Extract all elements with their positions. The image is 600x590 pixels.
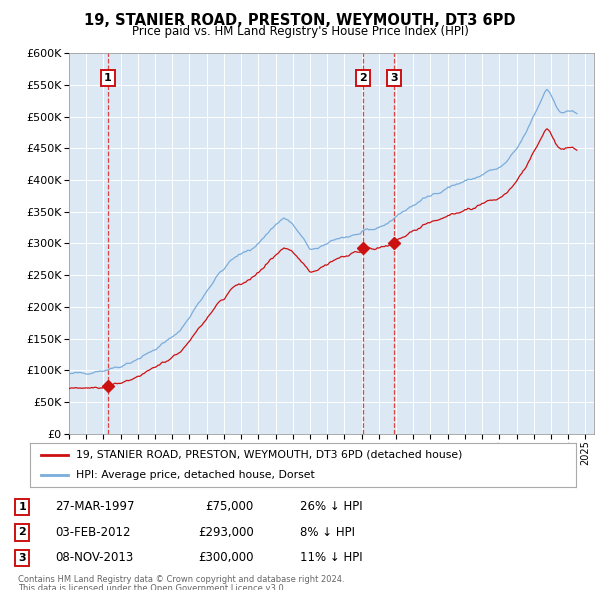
Text: 1: 1 <box>19 502 26 512</box>
Text: 8% ↓ HPI: 8% ↓ HPI <box>300 526 355 539</box>
Text: Contains HM Land Registry data © Crown copyright and database right 2024.: Contains HM Land Registry data © Crown c… <box>18 575 344 584</box>
Text: HPI: Average price, detached house, Dorset: HPI: Average price, detached house, Dors… <box>76 470 315 480</box>
Text: 19, STANIER ROAD, PRESTON, WEYMOUTH, DT3 6PD (detached house): 19, STANIER ROAD, PRESTON, WEYMOUTH, DT3… <box>76 450 463 460</box>
Text: 2: 2 <box>19 527 26 537</box>
Text: 1: 1 <box>104 73 112 83</box>
Text: £75,000: £75,000 <box>206 500 254 513</box>
Text: 19, STANIER ROAD, PRESTON, WEYMOUTH, DT3 6PD: 19, STANIER ROAD, PRESTON, WEYMOUTH, DT3… <box>84 13 516 28</box>
Text: 3: 3 <box>19 553 26 563</box>
Text: £300,000: £300,000 <box>199 552 254 565</box>
Text: 08-NOV-2013: 08-NOV-2013 <box>55 552 133 565</box>
Text: 27-MAR-1997: 27-MAR-1997 <box>55 500 134 513</box>
Text: 26% ↓ HPI: 26% ↓ HPI <box>300 500 362 513</box>
Text: £293,000: £293,000 <box>198 526 254 539</box>
Text: 11% ↓ HPI: 11% ↓ HPI <box>300 552 362 565</box>
Text: 03-FEB-2012: 03-FEB-2012 <box>55 526 131 539</box>
Text: This data is licensed under the Open Government Licence v3.0.: This data is licensed under the Open Gov… <box>18 584 286 590</box>
Text: Price paid vs. HM Land Registry's House Price Index (HPI): Price paid vs. HM Land Registry's House … <box>131 25 469 38</box>
Text: 2: 2 <box>359 73 367 83</box>
Text: 3: 3 <box>390 73 397 83</box>
